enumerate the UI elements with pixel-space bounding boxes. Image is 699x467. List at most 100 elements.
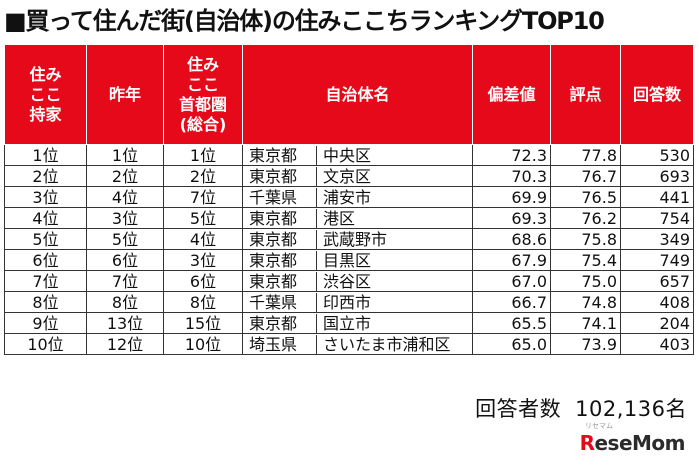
- cell-responses: 693: [620, 165, 694, 187]
- cell-rank: 7位: [4, 270, 87, 292]
- prefecture: 東京都: [246, 313, 317, 333]
- prefecture: 東京都: [246, 145, 317, 165]
- cell-rating: 76.7: [550, 165, 621, 187]
- page-title: ■買って住んだ街(自治体)の住みここちランキングTOP10: [4, 7, 605, 35]
- cell-responses: 754: [620, 207, 694, 229]
- city: 中央区: [323, 145, 372, 165]
- cell-rating: 74.8: [550, 291, 621, 313]
- cell-rating: 74.1: [550, 312, 621, 334]
- cell-rank: 10位: [4, 333, 87, 355]
- header-last-year: 昨年: [86, 44, 164, 145]
- cell-rank: 4位: [4, 207, 87, 229]
- header-sumikoko-metro: 住み ここ 首都圏 (総合): [163, 44, 243, 145]
- table-row: 5位 5位 4位 東京都 武蔵野市 68.6 75.8 349: [4, 228, 694, 250]
- cell-responses: 657: [620, 270, 694, 292]
- cell-rank: 8位: [4, 291, 87, 313]
- header-sumikoko-owned: 住み ここ 持家: [4, 44, 87, 145]
- cell-rating: 75.4: [550, 249, 621, 271]
- cell-responses: 349: [620, 228, 694, 250]
- cell-last-year: 6位: [86, 249, 164, 271]
- header-deviation: 偏差値: [472, 44, 551, 145]
- table-row: 6位 6位 3位 東京都 目黒区 67.9 75.4 749: [4, 249, 694, 271]
- prefecture: 千葉県: [246, 292, 317, 312]
- cell-rating: 75.8: [550, 228, 621, 250]
- table-header-row: 住み ここ 持家 昨年 住み ここ 首都圏 (総合) 自治体名 偏差値 評点 回…: [4, 44, 694, 145]
- header-rating: 評点: [550, 44, 621, 145]
- cell-metro-rank: 6位: [163, 270, 243, 292]
- prefecture: 千葉県: [246, 187, 317, 207]
- cell-municipality: 埼玉県 さいたま市浦和区: [242, 333, 473, 355]
- table-body: 1位 1位 1位 東京都 中央区 72.3 77.8 530 2位 2位 2位 東京都 文京区 70.3 7…: [4, 144, 694, 355]
- watermark-text: リセマム: [585, 422, 613, 430]
- respondent-count-label: 回答者数: [475, 397, 562, 421]
- cell-metro-rank: 5位: [163, 207, 243, 229]
- city: 武蔵野市: [323, 229, 388, 249]
- cell-responses: 408: [620, 291, 694, 313]
- cell-municipality: 東京都 目黒区: [242, 249, 473, 271]
- cell-responses: 441: [620, 186, 694, 208]
- cell-last-year: 4位: [86, 186, 164, 208]
- header-municipality: 自治体名: [242, 44, 473, 145]
- cell-rating: 77.8: [550, 144, 621, 166]
- cell-rank: 3位: [4, 186, 87, 208]
- cell-metro-rank: 3位: [163, 249, 243, 271]
- prefecture: 東京都: [246, 229, 317, 249]
- cell-deviation: 67.0: [472, 270, 551, 292]
- cell-metro-rank: 7位: [163, 186, 243, 208]
- city: 渋谷区: [323, 271, 372, 291]
- cell-deviation: 70.3: [472, 165, 551, 187]
- cell-municipality: 東京都 文京区: [242, 165, 473, 187]
- table-row: 8位 8位 8位 千葉県 印西市 66.7 74.8 408: [4, 291, 694, 313]
- cell-rating: 73.9: [550, 333, 621, 355]
- table-row: 4位 3位 5位 東京都 港区 69.3 76.2 754: [4, 207, 694, 229]
- prefecture: 東京都: [246, 208, 317, 228]
- prefecture: 埼玉県: [246, 334, 317, 354]
- cell-metro-rank: 2位: [163, 165, 243, 187]
- city: 目黒区: [323, 250, 372, 270]
- cell-responses: 403: [620, 333, 694, 355]
- cell-metro-rank: 10位: [163, 333, 243, 355]
- cell-last-year: 2位: [86, 165, 164, 187]
- cell-municipality: 千葉県 印西市: [242, 291, 473, 313]
- cell-metro-rank: 1位: [163, 144, 243, 166]
- cell-metro-rank: 4位: [163, 228, 243, 250]
- respondent-count-value: 102,136名: [575, 397, 687, 421]
- cell-responses: 530: [620, 144, 694, 166]
- city: 港区: [323, 208, 356, 228]
- cell-last-year: 8位: [86, 291, 164, 313]
- cell-rank: 2位: [4, 165, 87, 187]
- cell-rank: 9位: [4, 312, 87, 334]
- cell-responses: 204: [620, 312, 694, 334]
- city: 文京区: [323, 166, 372, 186]
- cell-municipality: 東京都 武蔵野市: [242, 228, 473, 250]
- prefecture: 東京都: [246, 166, 317, 186]
- cell-rank: 6位: [4, 249, 87, 271]
- respondent-count: 回答者数 102,136名: [475, 393, 687, 423]
- cell-deviation: 65.5: [472, 312, 551, 334]
- table-row: 2位 2位 2位 東京都 文京区 70.3 76.7 693: [4, 165, 694, 187]
- cell-last-year: 5位: [86, 228, 164, 250]
- cell-rating: 76.2: [550, 207, 621, 229]
- prefecture: 東京都: [246, 271, 317, 291]
- cell-last-year: 7位: [86, 270, 164, 292]
- table-row: 7位 7位 6位 東京都 渋谷区 67.0 75.0 657: [4, 270, 694, 292]
- cell-deviation: 69.3: [472, 207, 551, 229]
- cell-deviation: 69.9: [472, 186, 551, 208]
- table-row: 10位 12位 10位 埼玉県 さいたま市浦和区 65.0 73.9 403: [4, 333, 694, 355]
- cell-last-year: 12位: [86, 333, 164, 355]
- cell-deviation: 65.0: [472, 333, 551, 355]
- cell-municipality: 東京都 国立市: [242, 312, 473, 334]
- cell-municipality: 東京都 中央区: [242, 144, 473, 166]
- city: さいたま市浦和区: [323, 334, 451, 354]
- cell-deviation: 67.9: [472, 249, 551, 271]
- cell-last-year: 3位: [86, 207, 164, 229]
- city: 浦安市: [323, 187, 372, 207]
- cell-rating: 75.0: [550, 270, 621, 292]
- prefecture: 東京都: [246, 250, 317, 270]
- table-row: 9位 13位 15位 東京都 国立市 65.5 74.1 204: [4, 312, 694, 334]
- city: 印西市: [323, 292, 372, 312]
- cell-responses: 749: [620, 249, 694, 271]
- cell-rank: 1位: [4, 144, 87, 166]
- cell-metro-rank: 15位: [163, 312, 243, 334]
- cell-metro-rank: 8位: [163, 291, 243, 313]
